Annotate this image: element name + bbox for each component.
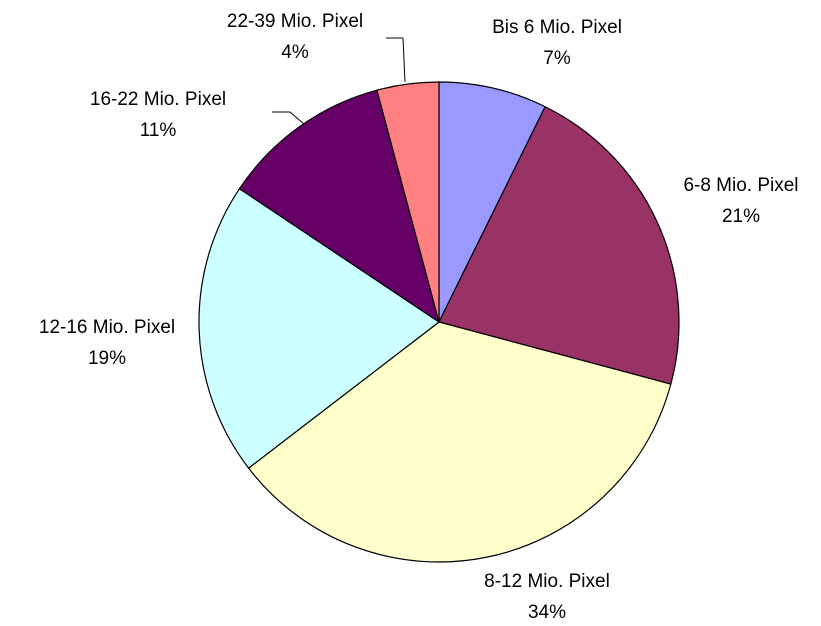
slice-value-label: 4% <box>281 42 309 63</box>
pie-slice <box>438 105 680 385</box>
slice-value-label: 34% <box>528 602 566 623</box>
pie-slice <box>438 81 546 323</box>
slice-value-label: 19% <box>88 348 126 369</box>
leader-line <box>289 111 305 125</box>
slice-label: 8-12 Mio. Pixel <box>484 571 610 592</box>
slice-value-label: 7% <box>543 48 571 69</box>
slice-label: 16-22 Mio. Pixel <box>90 89 226 110</box>
slice-label: 6-8 Mio. Pixel <box>683 175 798 196</box>
pie-slice <box>247 321 672 563</box>
slice-value-label: 11% <box>140 120 177 141</box>
leader-line <box>402 37 406 83</box>
pie-slice <box>376 81 440 323</box>
pie-slice <box>198 187 441 469</box>
slice-label: 22-39 Mio. Pixel <box>227 11 363 32</box>
slice-label: Bis 6 Mio. Pixel <box>492 17 622 38</box>
slice-value-label: 21% <box>722 206 760 227</box>
pie-slice <box>238 89 440 324</box>
slice-label: 12-16 Mio. Pixel <box>39 317 175 338</box>
